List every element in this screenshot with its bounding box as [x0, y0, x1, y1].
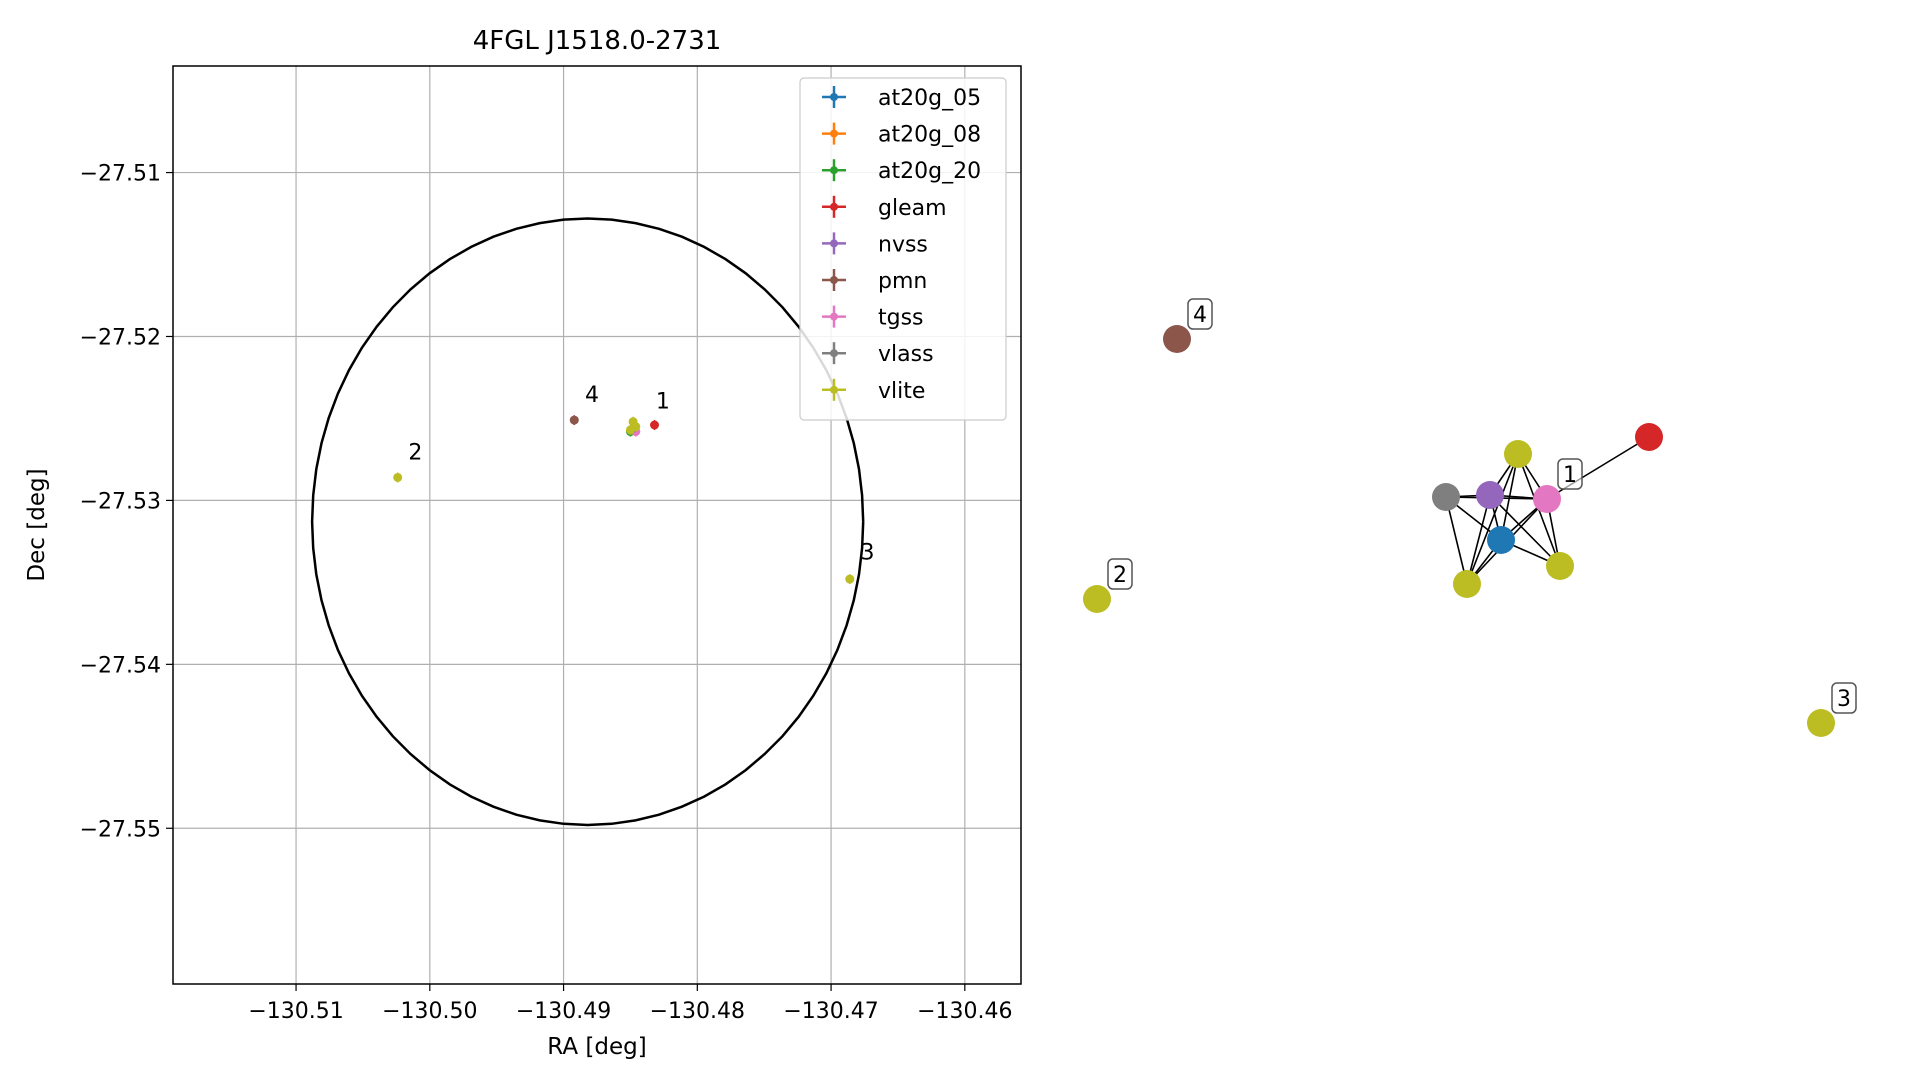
x-axis-ticks: −130.51 −130.50 −130.49 −130.48 −130.47 −130.…: [248, 984, 1013, 1024]
network-nodes: [1083, 325, 1835, 737]
legend-marker-dot: [830, 202, 838, 211]
node-at20g_05: [1487, 526, 1515, 554]
uncertainty-ellipse: [310, 217, 865, 827]
y-axis-ticks: −27.51 −27.52 −27.53 −27.54 −27.55: [80, 162, 173, 842]
annotation-label: 4: [585, 383, 599, 408]
x-tick-label: −130.49: [516, 999, 611, 1024]
x-tick-label: −130.51: [248, 999, 343, 1024]
uncertainty-ellipse-layer: [310, 217, 865, 827]
y-tick-label: −27.55: [80, 817, 161, 842]
data-points: [393, 415, 855, 585]
network-panel: 4 2 3 1: [1083, 298, 1857, 737]
legend-marker-dot: [830, 129, 838, 138]
node-gleam: [1635, 423, 1663, 451]
point-pmn: [569, 415, 579, 425]
network-edge: [1466, 494, 1491, 585]
node-label: 1: [1563, 463, 1577, 488]
point-gleam: [650, 420, 660, 430]
node-vlite_2: [1083, 585, 1111, 613]
node-label-box: [1831, 682, 1857, 714]
network-edge: [1500, 453, 1519, 541]
y-tick-label: −27.52: [80, 325, 161, 350]
legend-label-gleam: gleam: [878, 196, 947, 221]
node-vlite_a: [1504, 440, 1532, 468]
node-label: 3: [1837, 687, 1851, 712]
point-annotations: 1 2 3 4: [408, 383, 874, 565]
x-tick-label: −130.50: [382, 999, 477, 1024]
legend-label-at20g_20: at20g_20: [878, 159, 981, 184]
node-label-box: [1557, 458, 1583, 490]
y-tick-label: −27.51: [80, 162, 161, 187]
annotation-label: 2: [408, 440, 422, 465]
node-vlite_3: [1807, 709, 1835, 737]
node-vlass: [1432, 483, 1460, 511]
node-nvss: [1476, 481, 1504, 509]
annotation-label: 3: [860, 540, 874, 565]
legend-marker-dot: [830, 93, 838, 101]
network-node-labels: 4 2 3 1: [1107, 298, 1857, 714]
legend-label-at20g_08: at20g_08: [878, 123, 981, 148]
chart-title: 4FGL J1518.0-2731: [473, 26, 722, 56]
node-label: 4: [1193, 303, 1207, 328]
annotation-label: 1: [656, 390, 670, 415]
legend-marker-dot: [830, 276, 838, 284]
node-label-box: [1107, 558, 1133, 590]
legend-label-vlass: vlass: [878, 342, 934, 367]
legend-label-vlite: vlite: [878, 379, 925, 404]
point-vlite: [845, 574, 855, 584]
network-edge: [1445, 496, 1468, 585]
x-tick-label: −130.47: [783, 999, 878, 1024]
legend-label-tgss: tgss: [878, 306, 924, 331]
legend-marker-dot: [830, 349, 838, 358]
y-tick-label: −27.54: [80, 653, 161, 678]
node-label-box: [1187, 298, 1213, 330]
node-tgss: [1533, 485, 1561, 513]
y-axis-label: Dec [deg]: [24, 468, 50, 581]
node-pmn: [1163, 325, 1191, 353]
x-axis-label: RA [deg]: [547, 1034, 646, 1060]
legend-label-nvss: nvss: [878, 232, 928, 257]
legend-marker-dot: [830, 385, 838, 394]
y-tick-label: −27.53: [80, 489, 161, 514]
point-vlite: [393, 472, 403, 482]
network-edge: [1489, 494, 1561, 567]
node-vlite_c: [1546, 552, 1574, 580]
x-tick-label: −130.48: [650, 999, 745, 1024]
legend-marker-dot: [830, 166, 838, 175]
scatter-panel: 1 2 3 4 −130.51 −130.50 −130.49 −130.48 −130.47…: [24, 26, 1022, 1060]
node-vlite_b: [1453, 570, 1481, 598]
legend-marker-dot: [830, 239, 838, 248]
x-tick-label: −130.46: [917, 999, 1012, 1024]
network-edge: [1466, 453, 1519, 585]
point-vlite: [625, 425, 635, 435]
legend-marker-dot: [830, 312, 838, 321]
plot-frame: [172, 65, 1022, 985]
node-label: 2: [1113, 563, 1127, 588]
legend-box: [799, 77, 1007, 421]
legend-label-at20g_05: at20g_05: [878, 86, 981, 111]
legend-label-pmn: pmn: [878, 269, 927, 294]
